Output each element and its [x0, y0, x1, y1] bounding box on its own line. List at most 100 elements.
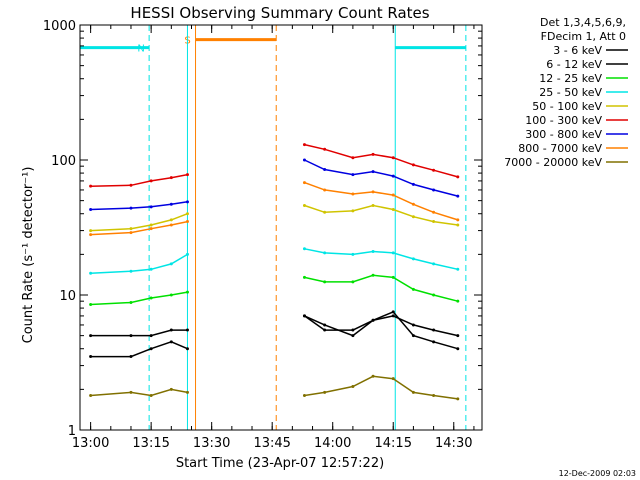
x-tick-label: 13:00	[72, 436, 109, 451]
series-point	[456, 175, 460, 179]
series-point	[323, 280, 327, 284]
series-point	[351, 173, 355, 177]
y-tick-label: 1000	[43, 19, 76, 34]
series-point	[89, 303, 93, 307]
series-point	[185, 390, 189, 394]
series-point	[323, 390, 327, 394]
series-point	[323, 328, 327, 332]
series-point	[149, 179, 153, 183]
legend-entry-label: 6 - 12 keV	[546, 58, 602, 71]
legend-entry-label: 12 - 25 keV	[539, 72, 602, 85]
series-point	[89, 229, 93, 233]
y-axis-label: Count Rate (s⁻¹ detector⁻¹)	[21, 167, 36, 344]
legend-entry-label: 3 - 6 keV	[553, 44, 602, 57]
series-point	[185, 347, 189, 351]
series-point	[185, 212, 189, 216]
series-point	[411, 323, 415, 327]
series-2	[89, 273, 460, 307]
series-point	[351, 252, 355, 256]
series-point	[169, 293, 173, 297]
series-point	[302, 275, 306, 279]
x-tick-label: 14:15	[375, 436, 412, 451]
series-point	[323, 147, 327, 151]
series-point	[149, 227, 153, 231]
series-point	[129, 183, 133, 187]
series-point	[456, 334, 460, 338]
series-point	[456, 347, 460, 351]
series-point	[391, 174, 395, 178]
series-point	[149, 267, 153, 271]
series-point	[351, 192, 355, 196]
series-point	[185, 200, 189, 204]
series-point	[371, 170, 375, 174]
series-point	[456, 267, 460, 271]
series-point	[391, 193, 395, 197]
x-tick-label: 13:45	[253, 436, 290, 451]
legend-entry-label: 800 - 7000 keV	[518, 142, 602, 155]
series-point	[129, 231, 133, 235]
series-point	[456, 218, 460, 222]
series-point	[169, 176, 173, 180]
x-tick-label: 13:30	[193, 436, 230, 451]
series-point	[432, 340, 436, 344]
series-point	[371, 204, 375, 208]
series-point	[185, 173, 189, 177]
series-point	[456, 397, 460, 401]
series-point	[391, 156, 395, 160]
series-point	[323, 323, 327, 327]
series-point	[351, 209, 355, 213]
series-line	[90, 181, 459, 236]
series-8	[89, 374, 460, 401]
series-point	[456, 299, 460, 303]
legend-entry-label: 7000 - 20000 keV	[504, 156, 602, 169]
series-point	[129, 269, 133, 273]
series-point	[371, 374, 375, 378]
series-point	[411, 182, 415, 186]
series-point	[432, 293, 436, 297]
series-point	[391, 377, 395, 381]
series-point	[129, 390, 133, 394]
series-point	[456, 223, 460, 227]
series-point	[129, 300, 133, 304]
series-point	[391, 314, 395, 318]
series-point	[169, 262, 173, 266]
series-point	[302, 181, 306, 185]
series-line	[90, 248, 458, 274]
series-point	[411, 163, 415, 167]
legend-entry-label: 100 - 300 keV	[525, 114, 602, 127]
series-point	[185, 328, 189, 332]
series-point	[302, 204, 306, 208]
series-point	[185, 220, 189, 224]
series-3	[89, 247, 460, 275]
series-5	[89, 143, 460, 188]
series-point	[432, 394, 436, 398]
series-point	[149, 394, 153, 398]
series-point	[323, 210, 327, 214]
series-point	[432, 210, 436, 214]
series-0	[89, 310, 460, 359]
legend-header-line-2: FDecim 1, Att 0	[541, 30, 626, 43]
series-point	[411, 202, 415, 206]
footer-timestamp: 12-Dec-2009 02:03	[559, 469, 636, 478]
series-point	[391, 251, 395, 255]
series-point	[149, 347, 153, 351]
series-line	[90, 315, 458, 337]
series-point	[371, 250, 375, 254]
y-tick-label: 100	[51, 154, 76, 169]
series-point	[129, 334, 133, 338]
series-point	[371, 273, 375, 277]
series-point	[351, 156, 355, 160]
series-6	[89, 158, 460, 211]
series-point	[129, 206, 133, 210]
series-point	[89, 334, 93, 338]
series-line	[90, 159, 458, 211]
series-point	[371, 152, 375, 156]
chart-title: HESSI Observing Summary Count Rates	[130, 4, 429, 22]
legend-entry-label: 50 - 100 keV	[532, 100, 602, 113]
series-point	[351, 334, 355, 338]
series-point	[302, 158, 306, 162]
x-tick-label: 14:00	[314, 436, 351, 451]
series-point	[351, 328, 355, 332]
